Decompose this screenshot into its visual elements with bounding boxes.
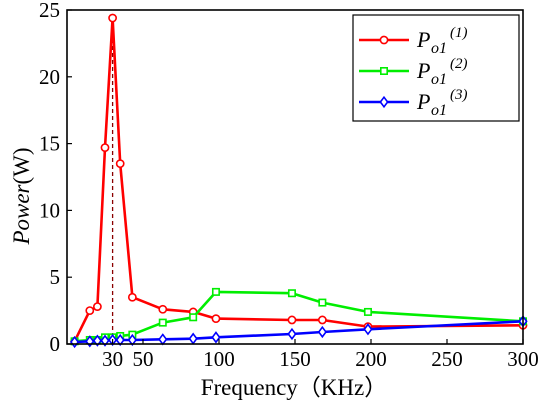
data-point-circle: [100, 143, 110, 153]
y-tick-label: 10: [39, 198, 60, 222]
data-point-square: [318, 298, 327, 307]
legend-label-sup: (1): [450, 25, 468, 41]
y-axis-label-quantity: Power: [9, 183, 34, 245]
data-point-diamond: [287, 327, 297, 341]
data-point-circle: [85, 306, 95, 315]
data-point-circle: [287, 315, 297, 325]
data-point-square: [363, 307, 372, 316]
data-point-diamond: [100, 334, 110, 347]
data-point-square: [211, 287, 220, 296]
data-point-circle: [108, 13, 117, 23]
data-point-diamond: [92, 334, 102, 347]
legend-label-sub: o1: [431, 102, 447, 119]
data-point-diamond: [363, 323, 373, 336]
ticks-layer: 30 50 100 150 200 250 300 0 5 10 15 20 25: [39, 0, 539, 371]
legend-label-sub: o1: [431, 40, 447, 57]
y-tick-label: 0: [50, 332, 61, 356]
x-tick-label: 30: [102, 347, 123, 371]
data-point-square: [189, 313, 198, 322]
data-point-circle: [317, 315, 327, 325]
y-axis-label-unit: (W): [9, 147, 34, 184]
legend-label-base: P: [416, 58, 430, 83]
data-point-diamond: [158, 333, 168, 346]
data-point-circle: [115, 159, 125, 169]
x-tick-label: 150: [279, 347, 311, 371]
data-point-circle: [379, 35, 389, 45]
x-tick-label: 300: [507, 347, 539, 371]
data-point-diamond: [188, 332, 198, 345]
data-point-diamond: [379, 95, 389, 109]
data-point-circle: [93, 302, 102, 311]
y-tick-label: 25: [39, 0, 60, 22]
legend-label-sup: (3): [450, 87, 468, 103]
legend-label-sup: (2): [450, 56, 468, 72]
y-tick-label: 15: [39, 132, 60, 156]
legend-label-base: P: [416, 89, 430, 114]
y-tick-label: 5: [50, 265, 61, 289]
x-tick-label: 50: [133, 347, 154, 371]
data-point-square: [287, 289, 296, 298]
series-2: [70, 287, 527, 346]
data-point-square: [379, 67, 388, 76]
data-point-circle: [158, 304, 168, 314]
data-point-diamond: [317, 325, 327, 339]
x-tick-label: 250: [431, 347, 463, 371]
x-tick-label: 100: [203, 347, 235, 371]
data-point-diamond: [211, 331, 221, 344]
x-axis-label: Frequency（KHz）: [201, 375, 388, 400]
legend-label-base: P: [416, 27, 430, 52]
series-line-1: [73, 16, 524, 342]
series-layer: [69, 13, 528, 349]
y-tick-label: 20: [39, 65, 60, 89]
y-axis-label: Power(W): [9, 147, 34, 245]
legend-label-sub: o1: [431, 71, 447, 88]
data-point-square: [158, 318, 167, 327]
data-point-circle: [211, 314, 221, 324]
x-tick-label: 200: [355, 347, 387, 371]
data-point-circle: [127, 292, 137, 302]
